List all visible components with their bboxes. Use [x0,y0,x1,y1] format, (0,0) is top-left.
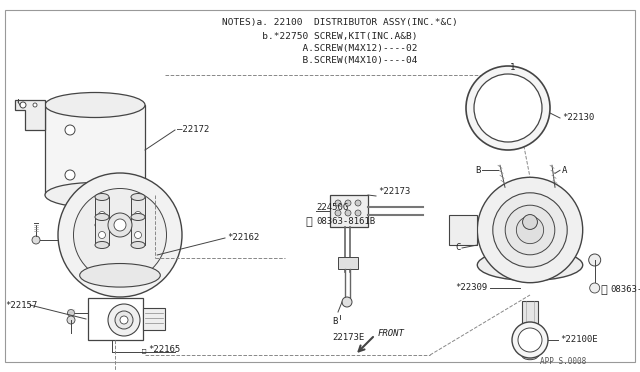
Ellipse shape [477,250,582,280]
Text: B: B [475,166,481,175]
Circle shape [518,328,542,352]
Ellipse shape [131,221,145,228]
Bar [143,308,165,330]
Circle shape [355,210,361,216]
Text: C: C [455,244,460,253]
Circle shape [512,322,548,358]
Text: □: □ [142,347,147,353]
Circle shape [335,200,341,206]
Text: *22162: *22162 [227,234,259,243]
Ellipse shape [131,193,145,201]
Bar [45,105,145,195]
Text: —22172: —22172 [177,125,209,135]
Bar [449,215,477,245]
Bar [338,257,358,269]
Bar [131,217,145,245]
Polygon shape [15,100,45,130]
Text: *22165: *22165 [148,346,180,355]
Circle shape [134,231,141,238]
Text: 1: 1 [510,64,515,73]
Circle shape [65,125,75,135]
Circle shape [108,304,140,336]
Circle shape [114,219,126,231]
Bar [95,197,109,225]
Text: B: B [332,317,337,327]
Circle shape [65,170,75,180]
Bar [131,197,145,225]
Text: A.SCREW(M4X12)----02: A.SCREW(M4X12)----02 [222,44,417,52]
Circle shape [345,200,351,206]
Circle shape [516,217,543,244]
Text: 22450G: 22450G [316,202,348,212]
Circle shape [99,212,106,218]
Text: *22173: *22173 [378,187,410,196]
Circle shape [505,205,555,255]
Circle shape [345,210,351,216]
Ellipse shape [45,183,145,208]
Ellipse shape [95,221,109,228]
Text: APP S.0008: APP S.0008 [540,357,586,366]
Bar [95,217,109,245]
Circle shape [32,236,40,244]
Circle shape [120,316,128,324]
Circle shape [67,310,74,317]
Text: 22173E: 22173E [332,333,364,341]
Text: *22157: *22157 [5,301,37,310]
Circle shape [466,66,550,150]
Circle shape [58,173,182,297]
Ellipse shape [95,241,109,248]
Circle shape [99,231,106,238]
Circle shape [67,316,75,324]
Circle shape [589,254,601,266]
Circle shape [335,210,341,216]
Text: 08363-8251D: 08363-8251D [611,285,640,295]
Text: 08363-8161B: 08363-8161B [316,218,375,227]
Text: *22309: *22309 [455,283,487,292]
Circle shape [20,102,26,108]
Circle shape [474,74,542,142]
Text: Ⓢ: Ⓢ [305,217,312,227]
Text: NOTES)a. 22100  DISTRIBUTOR ASSY(INC.*&C): NOTES)a. 22100 DISTRIBUTOR ASSY(INC.*&C) [222,17,458,26]
Ellipse shape [95,193,109,201]
Ellipse shape [131,241,145,248]
Ellipse shape [522,352,538,360]
Circle shape [74,189,166,282]
Text: *22130: *22130 [562,113,595,122]
Text: A: A [562,166,568,175]
Bar [330,195,368,227]
Circle shape [589,283,600,293]
Circle shape [522,215,538,230]
Ellipse shape [95,214,109,221]
Circle shape [342,297,352,307]
Text: *22100E: *22100E [560,336,598,344]
Circle shape [477,177,582,283]
Circle shape [493,193,567,267]
Circle shape [33,103,37,107]
Text: b.*22750 SCREW,KIT(INC.A&B): b.*22750 SCREW,KIT(INC.A&B) [222,32,417,41]
Circle shape [134,212,141,218]
Bar [88,298,143,340]
Circle shape [115,311,133,329]
Text: Ⓢ: Ⓢ [601,285,607,295]
Ellipse shape [131,214,145,221]
Text: FRONT: FRONT [378,328,405,337]
Ellipse shape [45,93,145,118]
Ellipse shape [80,263,160,287]
Circle shape [355,200,361,206]
Text: B.SCREW(M4X10)----04: B.SCREW(M4X10)----04 [222,55,417,64]
Bar [522,301,538,356]
Circle shape [108,213,132,237]
